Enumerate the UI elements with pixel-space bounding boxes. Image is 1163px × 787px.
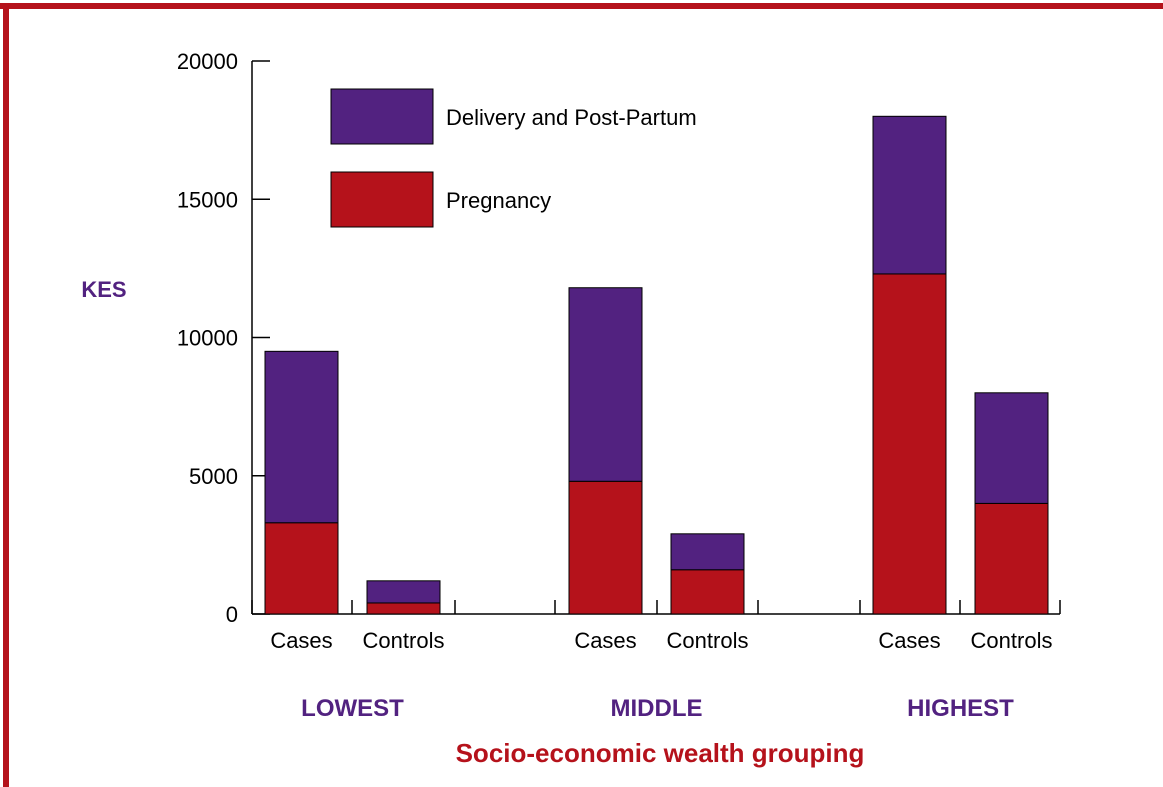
legend-swatch (330, 171, 434, 228)
x-tick-labels: Cases Controls Cases Controls Cases Controls (270, 628, 1052, 653)
bar-delivery (872, 115, 947, 275)
y-tick-label: 0 (226, 602, 238, 627)
bar-pregnancy (366, 602, 441, 615)
axes: 0 5000 10000 15000 20000 (177, 49, 1061, 627)
bar-pregnancy (670, 569, 745, 615)
bar-pregnancy (264, 522, 339, 615)
x-tick-label: Cases (270, 628, 332, 653)
x-tick-label: Controls (363, 628, 445, 653)
group-label: HIGHEST (907, 695, 1014, 722)
legend-label: Delivery and Post-Partum (446, 105, 697, 130)
x-tick-label: Cases (574, 628, 636, 653)
bar-pregnancy (568, 480, 643, 615)
bar-delivery (974, 392, 1049, 504)
x-axis-label: Socio-economic wealth grouping (456, 738, 865, 768)
x-tick-label: Cases (878, 628, 940, 653)
y-tick-label: 10000 (177, 326, 238, 351)
bar-delivery (568, 287, 643, 482)
group-label: MIDDLE (611, 695, 703, 722)
bars (264, 115, 1049, 615)
x-tick-label: Controls (667, 628, 749, 653)
bar-pregnancy (872, 273, 947, 615)
legend-label: Pregnancy (446, 188, 551, 213)
bar-delivery (670, 533, 745, 571)
bar-delivery (366, 580, 441, 604)
legend-swatch (330, 88, 434, 145)
bar-pregnancy (974, 502, 1049, 615)
y-tick-label: 5000 (189, 464, 238, 489)
x-tick-label: Controls (971, 628, 1053, 653)
y-tick-label: 20000 (177, 49, 238, 74)
y-tick-label: 15000 (177, 187, 238, 212)
group-label: LOWEST (301, 695, 404, 722)
group-labels: LOWEST MIDDLE HIGHEST (301, 695, 1014, 722)
y-axis-label: KES (81, 277, 126, 302)
legend: Delivery and Post-Partum Pregnancy (330, 88, 697, 228)
bar-delivery (264, 350, 339, 524)
